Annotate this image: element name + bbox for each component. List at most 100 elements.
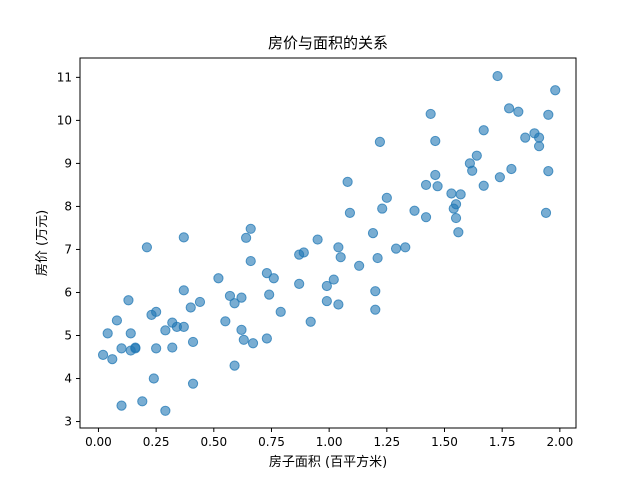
data-point-8 [125,328,136,339]
data-point-47 [294,278,305,289]
x-tick-label: 1.00 [316,435,343,449]
y-tick-label: 5 [64,329,72,343]
data-point-45 [275,306,286,317]
data-point-4 [116,343,127,354]
data-point-36 [238,334,249,345]
data-point-12 [141,242,153,253]
data-point-73 [430,135,441,147]
data-point-38 [245,223,256,234]
chart-title: 房价与面积的关系 [268,34,388,52]
data-point-61 [370,304,381,315]
data-point-59 [354,260,365,271]
data-point-17 [160,325,171,336]
data-point-80 [453,227,464,238]
data-point-43 [264,289,275,300]
data-point-69 [409,205,420,216]
data-point-1 [102,328,113,339]
data-point-26 [187,378,199,389]
data-point-85 [478,180,489,191]
data-point-48 [298,247,309,258]
x-tick-label: 1.75 [489,435,516,449]
data-point-60 [367,228,379,239]
data-point-70 [420,179,432,191]
data-point-65 [377,203,388,214]
data-point-14 [148,373,159,384]
x-tick-label: 1.50 [431,435,458,449]
y-tick-label: 10 [57,113,72,127]
data-point-3 [111,315,123,326]
data-point-5 [116,400,127,411]
data-point-20 [167,342,178,353]
data-point-33 [229,298,240,309]
data-point-63 [372,252,383,264]
data-point-54 [333,299,344,310]
data-point-34 [236,292,247,303]
data-point-57 [342,176,353,188]
data-point-52 [321,280,332,292]
data-point-18 [160,405,171,416]
data-point-41 [261,333,272,344]
y-axis-ticks: 3 4 5 6 7 8 9 10 11 [57,70,80,429]
data-point-81 [455,189,466,200]
data-point-84 [471,150,482,161]
data-point-98 [543,166,554,177]
y-axis-label: 房价 (万元) [34,210,50,276]
x-tick-label: 0.75 [258,435,285,449]
data-point-62 [370,286,381,297]
data-point-72 [425,108,436,120]
data-point-71 [420,212,432,223]
data-point-31 [224,290,236,302]
data-point-99 [550,85,561,96]
data-point-78 [450,212,462,224]
data-point-95 [533,141,545,152]
points-layer [97,70,561,416]
plot-frame [79,57,577,429]
data-point-92 [520,132,531,143]
data-point-91 [513,106,524,117]
data-point-64 [374,136,386,147]
data-point-2 [107,354,118,365]
data-point-50 [312,234,323,245]
data-point-76 [446,188,457,199]
data-point-30 [220,316,231,327]
x-tick-label: 2.00 [546,435,573,449]
data-point-35 [236,324,247,336]
x-axis-ticks: 0.00 0.25 0.50 0.75 1.00 1.25 1.50 1.75 2.00 [85,428,573,449]
data-point-68 [400,242,411,253]
data-point-86 [478,125,489,136]
data-point-90 [506,163,517,175]
x-tick-label: 0.00 [85,435,112,449]
y-tick-label: 4 [64,372,72,386]
data-point-44 [268,273,279,284]
data-point-32 [229,360,240,371]
data-point-10 [130,343,141,354]
y-tick-label: 11 [57,70,72,84]
y-tick-label: 3 [64,415,72,429]
data-point-29 [213,273,224,284]
data-point-40 [247,338,259,349]
data-point-23 [178,321,189,332]
data-point-27 [187,336,199,348]
y-tick-label: 8 [64,199,72,213]
data-point-87 [492,70,503,82]
data-point-89 [503,103,515,114]
y-tick-label: 6 [64,285,72,299]
y-tick-label: 7 [64,242,72,256]
data-point-22 [178,232,189,243]
x-tick-label: 0.50 [200,435,227,449]
data-point-75 [432,181,443,192]
data-point-15 [151,306,162,317]
data-point-83 [467,165,478,176]
data-point-94 [533,132,545,143]
data-point-11 [137,396,148,407]
x-tick-label: 0.25 [143,435,170,449]
data-point-51 [321,295,332,307]
data-point-88 [494,172,505,183]
data-point-39 [245,255,256,267]
data-point-0 [97,349,109,360]
data-point-53 [328,274,339,285]
data-point-79 [450,199,462,210]
data-point-42 [261,268,272,279]
data-point-97 [543,109,554,120]
